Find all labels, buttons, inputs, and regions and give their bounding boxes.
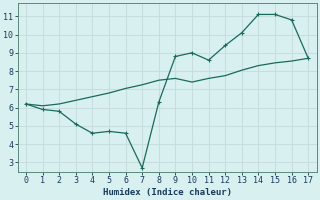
- X-axis label: Humidex (Indice chaleur): Humidex (Indice chaleur): [103, 188, 232, 197]
